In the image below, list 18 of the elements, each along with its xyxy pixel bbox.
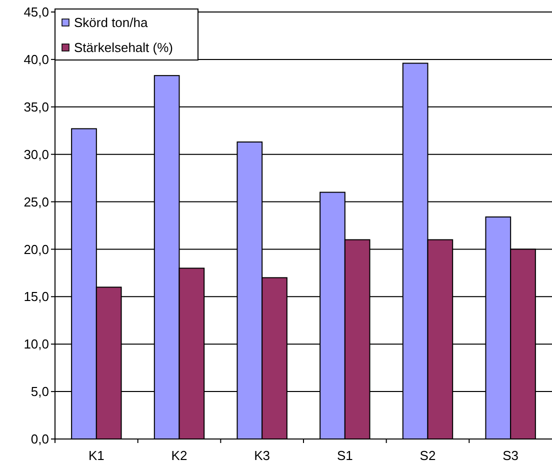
x-tick-label: K2 (171, 448, 188, 463)
y-tick-label: 45,0 (24, 4, 49, 20)
x-tick-label: K3 (254, 448, 270, 463)
y-tick-label: 10,0 (24, 336, 49, 352)
x-tick-label: K1 (88, 448, 104, 463)
y-tick-label: 25,0 (24, 194, 49, 210)
x-tick-label: S2 (420, 448, 436, 463)
x-tick-label: S1 (336, 448, 353, 463)
y-tick-label: 35,0 (24, 99, 49, 114)
y-tick-label: 0,0 (30, 432, 49, 447)
y-tick-label: 40,0 (24, 52, 49, 67)
legend-label: Stärkelsehalt (%) (74, 40, 173, 55)
y-tick-label: 20,0 (24, 242, 49, 257)
legend-label: Skörd ton/ha (74, 15, 148, 30)
y-tick-label: 15,0 (24, 289, 49, 304)
y-tick-label: 30,0 (24, 146, 49, 162)
x-tick-label: S3 (502, 448, 519, 463)
y-tick-label: 5,0 (30, 384, 49, 400)
